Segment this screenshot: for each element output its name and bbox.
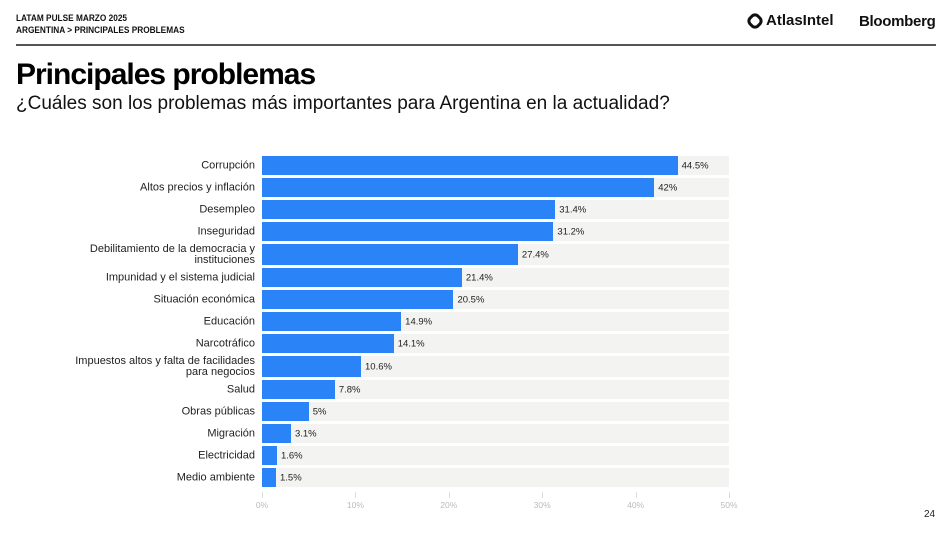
bar-row: Narcotráfico 14.1% <box>0 333 947 355</box>
value-label: 27.4% <box>521 249 549 261</box>
bar-row: Salud 7.8% <box>0 379 947 401</box>
tick-mark <box>635 492 637 498</box>
bar-row: Impunidad y el sistema judicial 21.4% <box>0 267 947 289</box>
category-label: Medio ambiente <box>176 471 255 484</box>
atlasintel-mark-icon <box>745 10 765 31</box>
tick-label: 10% <box>346 500 364 510</box>
tick-label: 20% <box>440 500 458 510</box>
page-title: Principales problemas <box>16 58 316 91</box>
category-label: Debilitamiento de la democracia y instit… <box>89 243 255 266</box>
atlasintel-logo: AtlasIntel <box>745 10 834 31</box>
value-label: 44.5% <box>681 160 709 172</box>
bar <box>262 468 276 487</box>
bar <box>262 312 402 331</box>
category-label: Educación <box>203 315 255 328</box>
header-divider <box>16 44 936 46</box>
value-label: 14.9% <box>405 316 433 328</box>
bar <box>262 424 291 443</box>
bar-row: Electricidad 1.6% <box>0 445 947 467</box>
tick-mark <box>729 492 730 498</box>
tick-label: 50% <box>720 500 738 510</box>
tick-mark <box>355 492 357 498</box>
page-subtitle: ¿Cuáles son los problemas más importante… <box>16 93 670 114</box>
tick-label: 30% <box>533 500 551 510</box>
category-label: Corrupción <box>201 159 255 172</box>
value-label: 3.1% <box>294 428 317 440</box>
bar-row: Impuestos altos y falta de facilidades p… <box>0 355 947 379</box>
tick-label: 0% <box>255 500 269 510</box>
category-label: Salud <box>226 383 255 396</box>
value-label: 31.4% <box>559 204 587 216</box>
bar-row: Obras públicas 5% <box>0 401 947 423</box>
value-label: 20.5% <box>457 294 485 306</box>
bar-row: Educación 14.9% <box>0 311 947 333</box>
tick-mark <box>542 492 544 498</box>
tick-mark <box>448 492 450 498</box>
category-label: Migración <box>207 427 255 440</box>
bar <box>262 178 655 197</box>
report-kicker: LATAM PULSE MARZO 2025 <box>16 13 128 23</box>
bar-track <box>262 402 729 421</box>
category-label: Obras públicas <box>181 405 255 418</box>
bar-row: Debilitamiento de la democracia y instit… <box>0 243 947 267</box>
value-label: 5% <box>312 406 327 418</box>
bar-track <box>262 380 729 399</box>
value-label: 14.1% <box>397 338 425 350</box>
value-label: 1.6% <box>280 450 303 462</box>
value-label: 10.6% <box>365 361 392 373</box>
atlasintel-logo-text: AtlasIntel <box>766 12 834 29</box>
category-label: Altos precios y inflación <box>140 181 255 194</box>
category-label: Desempleo <box>199 203 255 216</box>
bar <box>262 356 361 377</box>
bar <box>262 334 394 353</box>
bar <box>262 290 454 309</box>
bar-track <box>262 356 729 377</box>
category-label: Inseguridad <box>197 225 256 238</box>
value-label: 1.5% <box>280 472 302 484</box>
tick-mark <box>262 492 263 498</box>
value-label: 42% <box>658 182 678 194</box>
bar <box>262 244 518 265</box>
bar-row: Migración 3.1% <box>0 423 947 445</box>
bar <box>262 402 309 421</box>
value-label: 7.8% <box>338 384 361 396</box>
category-label: Situación económica <box>153 293 255 306</box>
bar <box>262 200 556 219</box>
breadcrumb: ARGENTINA > PRINCIPALES PROBLEMAS <box>16 25 185 35</box>
category-label: Impuestos altos y falta de facilidades p… <box>75 355 255 378</box>
bar-track <box>262 468 729 487</box>
category-label: Narcotráfico <box>195 337 255 350</box>
bar-row: Corrupción 44.5% <box>0 155 947 177</box>
bar <box>262 446 277 465</box>
tick-label: 40% <box>627 500 645 510</box>
bar-row: Inseguridad 31.2% <box>0 221 947 243</box>
bar-track <box>262 424 729 443</box>
bar-row: Desempleo 31.4% <box>0 199 947 221</box>
category-label: Electricidad <box>198 449 255 462</box>
page-number: 24 <box>924 509 936 520</box>
bar-track <box>262 446 729 465</box>
bar <box>262 222 554 241</box>
value-label: 21.4% <box>465 272 493 284</box>
bar-row: Medio ambiente 1.5% <box>0 467 947 489</box>
bar <box>262 380 335 399</box>
bar <box>262 156 678 175</box>
bar-row: Situación económica 20.5% <box>0 289 947 311</box>
bar-row: Altos precios y inflación 42% <box>0 177 947 199</box>
bar <box>262 268 462 287</box>
value-label: 31.2% <box>557 226 585 238</box>
bloomberg-logo: Bloomberg <box>859 13 936 30</box>
category-label: Impunidad y el sistema judicial <box>105 271 255 284</box>
